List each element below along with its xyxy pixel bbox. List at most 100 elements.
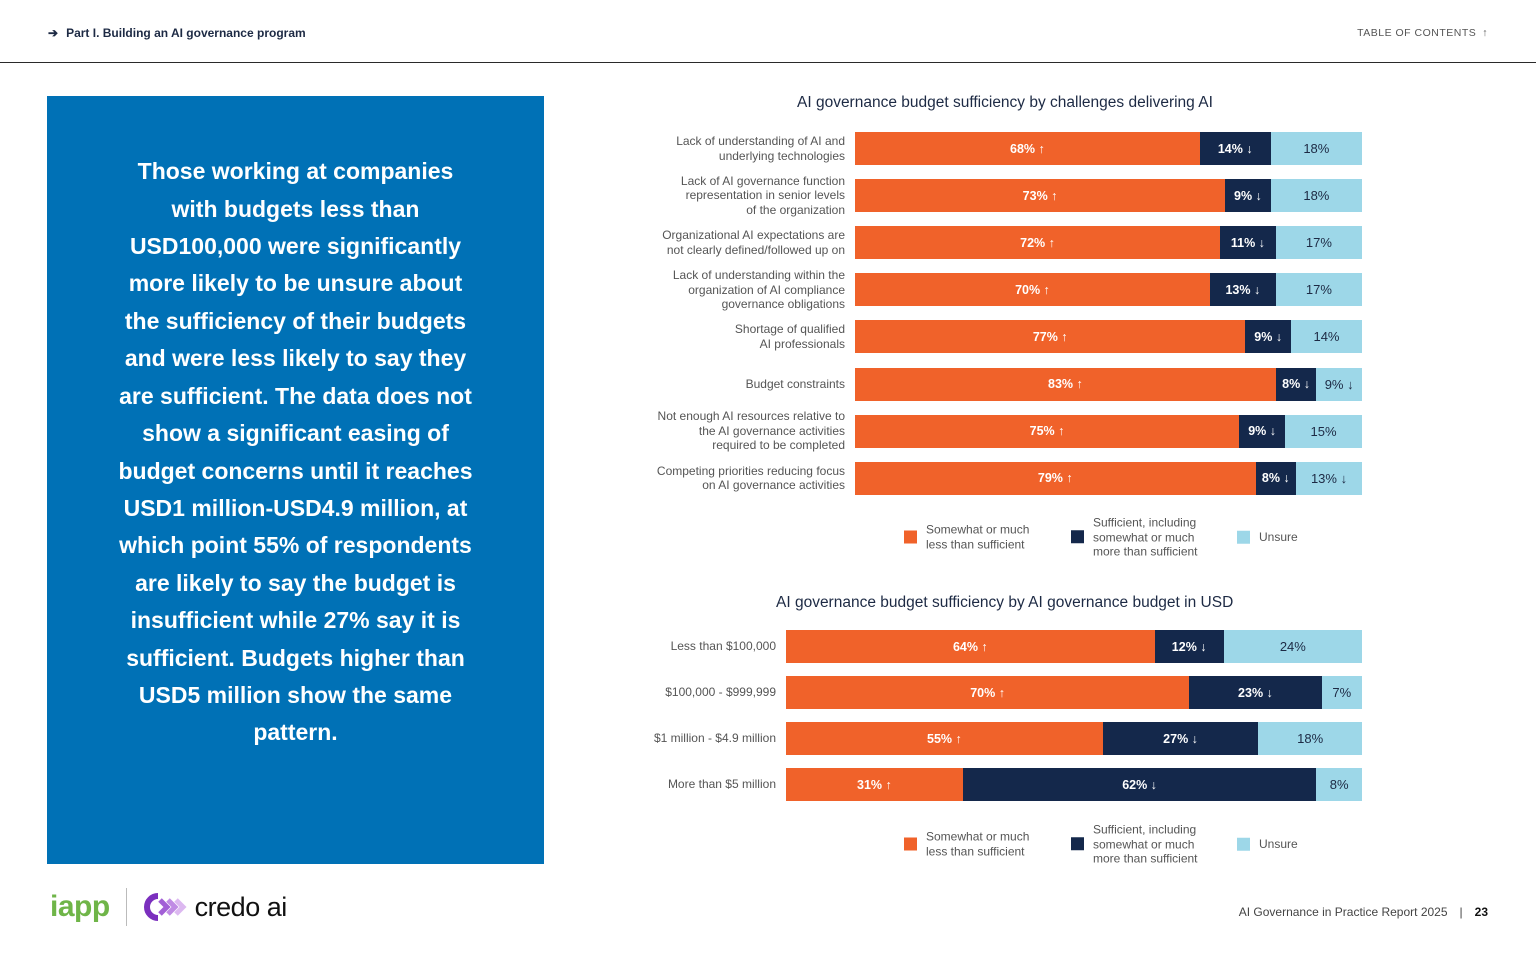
- bar-segment-insufficient: 83% ↑: [855, 367, 1276, 401]
- breadcrumb-label[interactable]: Part I. Building an AI governance progra…: [66, 26, 306, 40]
- stacked-bar: 75% ↑ 9% ↓ 15%: [855, 414, 1362, 448]
- data-label: 18%: [1297, 731, 1324, 746]
- page-number: 23: [1474, 905, 1488, 919]
- data-label: 17%: [1305, 282, 1332, 298]
- legend-label-line: somewhat or much: [1093, 529, 1195, 544]
- category-label-line: AI professionals: [759, 336, 845, 351]
- bar-segment-insufficient: 31% ↑: [786, 768, 963, 801]
- category-label: Organizational AI expectations are not cl…: [585, 216, 845, 269]
- chart1-title: AI governance budget sufficiency by chal…: [797, 94, 1213, 111]
- data-label: 11% ↓: [1230, 235, 1265, 250]
- category-label: Budget constraints: [585, 358, 845, 411]
- page-footer: AI Governance in Practice Report 2025 | …: [1239, 905, 1488, 919]
- stacked-bar: 70% ↑ 23% ↓ 7%: [786, 676, 1362, 709]
- legend-swatch: [1237, 530, 1250, 544]
- bar-segment-sufficient: 27% ↓: [1102, 722, 1259, 755]
- legend-label-line: Unsure: [1259, 836, 1298, 851]
- bar-segment-unsure: 8%: [1316, 768, 1362, 801]
- bar-segment-sufficient: 11% ↓: [1220, 226, 1276, 260]
- bar-segment-sufficient: 23% ↓: [1189, 676, 1322, 709]
- category-label-line: underlying technologies: [718, 148, 845, 163]
- toc-label[interactable]: TABLE OF CONTENTS: [1357, 27, 1477, 39]
- data-label: 83% ↑: [1048, 377, 1083, 391]
- category-label-line: Not enough AI resources relative to: [657, 409, 845, 424]
- category-label: $100,000 - $999,999: [516, 666, 776, 719]
- category-label: Not enough AI resources relative to the A…: [585, 405, 845, 458]
- bar-segment-insufficient: 77% ↑: [855, 320, 1246, 354]
- legend-item-sufficient: Sufficient, including somewhat or much mor…: [1071, 515, 1198, 559]
- data-label: 70% ↑: [1015, 282, 1050, 297]
- bar-segment-unsure: 14%: [1291, 320, 1362, 354]
- legend-item-unsure: Unsure: [1237, 837, 1298, 852]
- category-label-line: organization of AI compliance: [688, 282, 845, 297]
- data-label: 70% ↑: [970, 685, 1005, 700]
- stacked-bar: 64% ↑ 12% ↓ 24%: [786, 630, 1362, 663]
- legend-swatch: [1237, 837, 1250, 851]
- bar-segment-sufficient: 62% ↓: [962, 768, 1317, 801]
- data-label: 13% ↓: [1225, 282, 1261, 297]
- bar-segment-insufficient: 64% ↑: [786, 630, 1155, 663]
- legend-swatch: [904, 530, 917, 544]
- category-label-line: of the organization: [746, 202, 845, 217]
- table-of-contents-link[interactable]: TABLE OF CONTENTS ↑: [1357, 27, 1488, 39]
- bar-segment-unsure: 18%: [1270, 179, 1362, 213]
- legend-label-line: Somewhat or much: [926, 522, 1030, 537]
- credo-ai-logo-icon: [143, 893, 187, 921]
- bar-segment-insufficient: 70% ↑: [786, 676, 1190, 709]
- legend-swatch: [904, 837, 917, 851]
- bar-segment-insufficient: 55% ↑: [786, 722, 1103, 755]
- data-label: 8% ↓: [1282, 377, 1310, 391]
- data-label: 14%: [1313, 329, 1340, 345]
- category-label: More than $5 million: [516, 758, 776, 811]
- stacked-bar: 72% ↑ 11% ↓ 17%: [855, 226, 1362, 260]
- category-label-line: Shortage of qualified: [734, 322, 845, 337]
- category-label-line: $1 million - $4.9 million: [653, 731, 776, 746]
- category-label-line: $100,000 - $999,999: [665, 685, 776, 700]
- legend-label: Somewhat or much less than sufficient: [926, 830, 1029, 859]
- bar-segment-sufficient: 9% ↓: [1239, 414, 1286, 448]
- stacked-bar: 83% ↑ 8% ↓ 9% ↓: [855, 367, 1362, 401]
- category-label: Lack of understanding of AI and underlyin…: [585, 122, 845, 175]
- legend-item-insufficient: Somewhat or much less than sufficient: [904, 523, 1029, 552]
- data-label: 27% ↓: [1163, 731, 1198, 746]
- category-label: $1 million - $4.9 million: [516, 712, 776, 765]
- data-label: 14% ↓: [1217, 141, 1253, 156]
- report-title: AI Governance in Practice Report 2025: [1238, 905, 1448, 919]
- data-label: 79% ↑: [1037, 471, 1073, 486]
- category-label-line: More than $5 million: [667, 777, 776, 792]
- data-label: 9% ↓: [1248, 424, 1277, 439]
- breadcrumb[interactable]: ➔ Part I. Building an AI governance prog…: [48, 26, 306, 40]
- legend-label-line: Sufficient, including: [1093, 515, 1197, 530]
- bar-segment-unsure: 24%: [1223, 630, 1362, 663]
- data-label: 9% ↓: [1234, 188, 1262, 203]
- legend-swatch: [1071, 530, 1084, 544]
- legend-swatch: [1071, 837, 1084, 851]
- category-label-line: not clearly defined/followed up on: [666, 242, 845, 257]
- category-label-line: Organizational AI expectations are: [662, 228, 845, 243]
- data-label: 75% ↑: [1029, 424, 1065, 439]
- legend-label: Somewhat or much less than sufficient: [926, 523, 1029, 552]
- top-bar: ➔ Part I. Building an AI governance prog…: [0, 0, 1536, 63]
- data-label: 72% ↑: [1020, 235, 1055, 250]
- bar-segment-unsure: 15%: [1285, 414, 1362, 448]
- iapp-logo: iapp: [50, 890, 110, 923]
- legend-label-line: Unsure: [1259, 529, 1298, 544]
- data-label: 18%: [1303, 188, 1330, 204]
- legend-item-insufficient: Somewhat or much less than sufficient: [904, 830, 1029, 859]
- bar-segment-sufficient: 9% ↓: [1225, 179, 1271, 213]
- data-label: 8% ↓: [1261, 471, 1290, 486]
- stacked-bar: 73% ↑ 9% ↓ 18%: [855, 179, 1362, 213]
- footer-separator: |: [1459, 905, 1463, 919]
- bar-segment-insufficient: 70% ↑: [855, 273, 1210, 307]
- category-label-line: Less than $100,000: [670, 639, 776, 654]
- stacked-bar: 77% ↑ 9% ↓ 14%: [855, 320, 1362, 354]
- data-label: 17%: [1305, 235, 1332, 251]
- category-label: Less than $100,000: [516, 620, 776, 673]
- stacked-bar: 55% ↑ 27% ↓ 18%: [786, 722, 1362, 755]
- legend-label: Sufficient, including somewhat or much mor…: [1093, 822, 1198, 866]
- data-label: 23% ↓: [1238, 685, 1273, 700]
- stacked-bar: 68% ↑ 14% ↓ 18%: [855, 132, 1362, 165]
- bar-segment-unsure: 7%: [1321, 676, 1362, 709]
- stacked-bar: 79% ↑ 8% ↓ 13% ↓: [855, 461, 1362, 495]
- bar-segment-sufficient: 8% ↓: [1275, 367, 1317, 401]
